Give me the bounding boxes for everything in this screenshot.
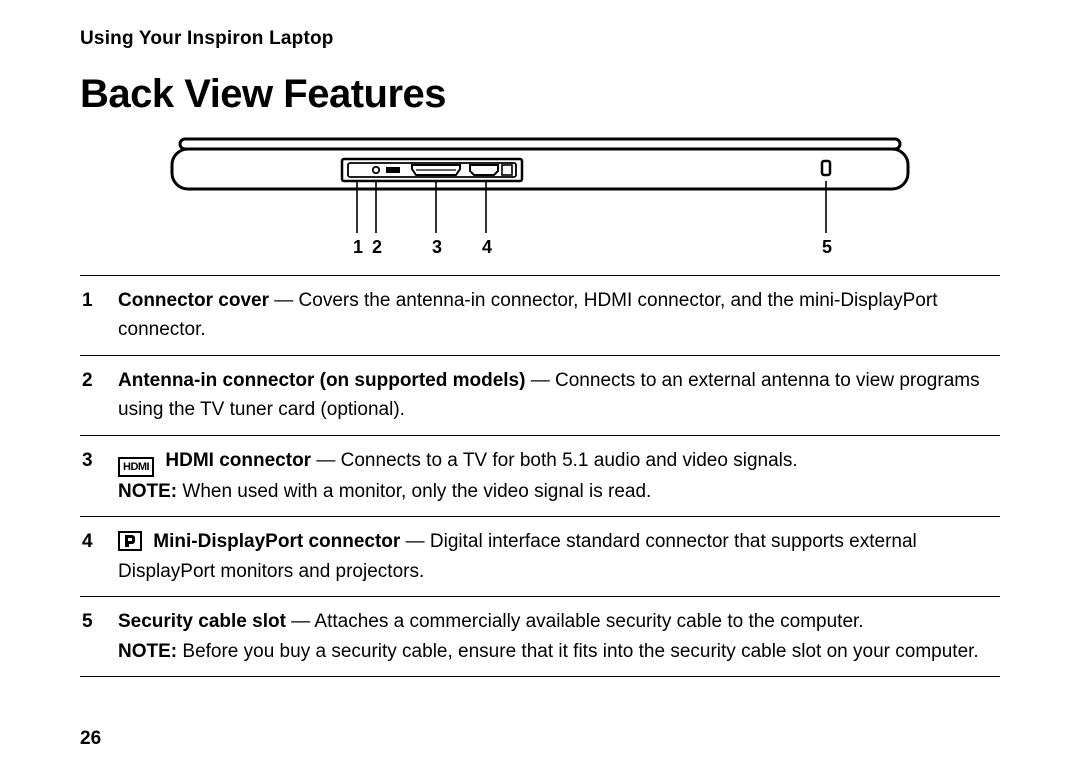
feature-name: Security cable slot	[118, 611, 286, 632]
feature-name: Mini-DisplayPort connector	[153, 531, 400, 552]
feature-number: 4	[80, 517, 114, 597]
callout-1: 1	[353, 237, 363, 257]
note-label: NOTE:	[118, 641, 177, 662]
table-row: 5Security cable slot — Attaches a commer…	[80, 597, 1000, 677]
section-label: Using Your Inspiron Laptop	[80, 28, 1000, 50]
feature-name: Connector cover	[118, 290, 269, 311]
feature-description: HDMI HDMI connector — Connects to a TV f…	[114, 435, 1000, 516]
feature-text: Connects to a TV for both 5.1 audio and …	[341, 450, 798, 471]
note-text: Before you buy a security cable, ensure …	[182, 641, 978, 662]
feature-description: Antenna-in connector (on supported model…	[114, 355, 1000, 435]
feature-name: HDMI connector	[165, 450, 311, 471]
back-view-diagram: 1 2 3 4 5	[150, 135, 930, 265]
page-title: Back View Features	[80, 72, 1000, 117]
feature-number: 2	[80, 355, 114, 435]
callout-2: 2	[372, 237, 382, 257]
note-text: When used with a monitor, only the video…	[182, 481, 651, 502]
feature-description: Connector cover — Covers the antenna-in …	[114, 276, 1000, 356]
feature-description: Security cable slot — Attaches a commerc…	[114, 597, 1000, 677]
callout-4: 4	[482, 237, 492, 257]
callout-3: 3	[432, 237, 442, 257]
note-label: NOTE:	[118, 481, 177, 502]
displayport-icon	[118, 531, 142, 551]
laptop-back-line-art: 1 2 3 4 5	[150, 135, 930, 265]
features-table: 1Connector cover — Covers the antenna-in…	[80, 275, 1000, 677]
page-number: 26	[80, 728, 101, 750]
hdmi-icon: HDMI	[118, 457, 154, 477]
feature-number: 3	[80, 435, 114, 516]
table-row: 2Antenna-in connector (on supported mode…	[80, 355, 1000, 435]
feature-number: 1	[80, 276, 114, 356]
feature-text: Attaches a commercially available securi…	[314, 611, 863, 632]
callout-5: 5	[822, 237, 832, 257]
table-row: 4 Mini-DisplayPort connector — Digital i…	[80, 517, 1000, 597]
feature-name: Antenna-in connector (on supported model…	[118, 370, 525, 391]
feature-description: Mini-DisplayPort connector — Digital int…	[114, 517, 1000, 597]
feature-number: 5	[80, 597, 114, 677]
manual-page: Using Your Inspiron Laptop Back View Fea…	[0, 0, 1080, 766]
table-row: 1Connector cover — Covers the antenna-in…	[80, 276, 1000, 356]
table-row: 3HDMI HDMI connector — Connects to a TV …	[80, 435, 1000, 516]
